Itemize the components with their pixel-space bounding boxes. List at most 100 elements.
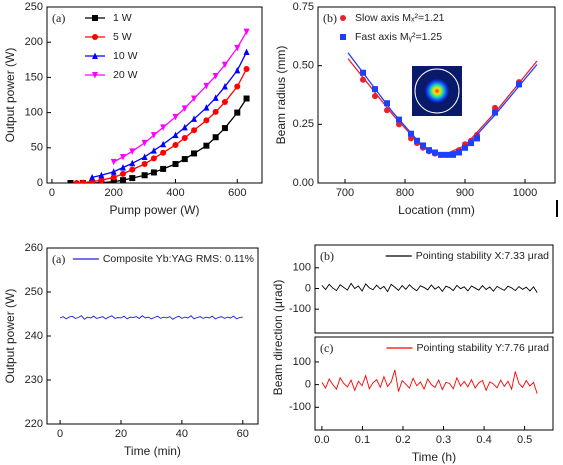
panel-label: (c) — [320, 341, 333, 355]
marker — [172, 113, 179, 121]
marker — [243, 65, 250, 72]
y-tick-label: 0 — [37, 177, 43, 189]
marker — [141, 139, 148, 147]
marker — [67, 180, 74, 183]
x-tick-label: 40 — [176, 428, 188, 440]
panel-label: (a) — [52, 252, 65, 266]
marker — [172, 160, 179, 167]
marker — [474, 135, 480, 142]
y-axis-title: Beam direction (μrad) — [271, 280, 285, 396]
marker — [191, 95, 198, 103]
x-tick-label: 0.3 — [436, 434, 451, 446]
marker — [212, 134, 219, 141]
x-tick-label: 0.5 — [517, 434, 532, 446]
marker — [384, 107, 390, 114]
marker — [79, 179, 86, 183]
marker — [160, 149, 167, 156]
x-axis-title: Time (min) — [124, 444, 181, 458]
panel-label: (b) — [320, 249, 334, 263]
y-tick-label: 250 — [25, 1, 43, 13]
x-tick-label: 0 — [57, 428, 63, 440]
y-axis-title: Output power (W) — [3, 48, 17, 143]
y-tick-label: 250 — [25, 286, 43, 298]
x-tick-label: 200 — [105, 187, 123, 199]
mark-bar — [556, 200, 558, 217]
plot-frame — [317, 6, 556, 184]
marker — [212, 94, 219, 101]
marker — [98, 177, 105, 183]
marker — [203, 104, 210, 111]
plot-frame — [46, 6, 263, 184]
marker — [141, 160, 148, 167]
legend-label: 5 W — [113, 31, 132, 43]
marker — [150, 155, 157, 162]
x-tick-label: 0.4 — [476, 434, 491, 446]
marker — [129, 148, 136, 155]
marker — [372, 93, 378, 100]
marker — [119, 170, 126, 177]
y-tick-label: 100 — [293, 356, 311, 368]
marker — [119, 153, 126, 161]
x-tick-label: 900 — [456, 187, 474, 199]
x-axis-title: Location (mm) — [398, 203, 475, 217]
marker — [221, 99, 228, 106]
beam-profile-inset — [412, 66, 462, 116]
marker — [420, 142, 426, 149]
x-axis-title: Time (h) — [412, 450, 456, 464]
panel-label: (a) — [52, 11, 65, 25]
y-tick-label: 220 — [25, 418, 43, 430]
plot-area — [59, 315, 243, 320]
marker — [73, 180, 80, 183]
x-tick-label: 600 — [228, 187, 246, 199]
x-tick-label: 400 — [166, 187, 184, 199]
marker — [129, 159, 136, 167]
marker — [468, 140, 474, 147]
y-tick-label: 0.25 — [293, 118, 314, 130]
marker — [181, 105, 188, 112]
plot-frame — [314, 336, 554, 431]
marker — [221, 125, 228, 132]
marker — [191, 127, 198, 134]
marker — [203, 117, 210, 124]
marker — [181, 134, 188, 141]
y-tick-label: 0.75 — [293, 1, 314, 13]
y-tick-label: 260 — [25, 242, 43, 254]
series-line — [321, 369, 538, 394]
marker — [414, 137, 420, 144]
marker — [110, 174, 117, 181]
series-line — [321, 282, 538, 293]
y-tick-label: 230 — [25, 374, 43, 386]
y-tick-label: 0 — [305, 282, 311, 294]
y-axis-title: Output power (W) — [3, 289, 17, 384]
marker — [150, 147, 157, 154]
marker — [141, 172, 148, 179]
marker — [234, 44, 241, 52]
x-tick-label: 60 — [237, 428, 249, 440]
marker — [340, 34, 346, 40]
y-tick-label: 150 — [25, 71, 43, 83]
series-line — [91, 51, 248, 179]
panel-label: (b) — [323, 11, 337, 25]
plot-area — [67, 28, 250, 183]
y-tick-label: 50 — [31, 142, 43, 154]
marker — [426, 147, 432, 154]
marker — [92, 52, 98, 59]
x-tick-label: 20 — [115, 428, 127, 440]
marker — [110, 158, 117, 166]
marker — [456, 149, 462, 156]
legend-label: Composite Yb:YAG RMS: 0.11% — [103, 253, 254, 265]
marker — [234, 66, 241, 74]
plot-area — [347, 52, 538, 158]
marker — [129, 166, 136, 173]
marker — [243, 48, 250, 56]
x-tick-label: 800 — [396, 187, 414, 199]
marker — [203, 142, 210, 149]
marker — [172, 141, 179, 148]
marker — [89, 173, 96, 181]
y-tick-label: 100 — [293, 262, 311, 274]
marker — [110, 178, 117, 183]
marker — [119, 164, 126, 171]
y-tick-label: 0.50 — [293, 60, 314, 72]
marker — [360, 76, 366, 83]
